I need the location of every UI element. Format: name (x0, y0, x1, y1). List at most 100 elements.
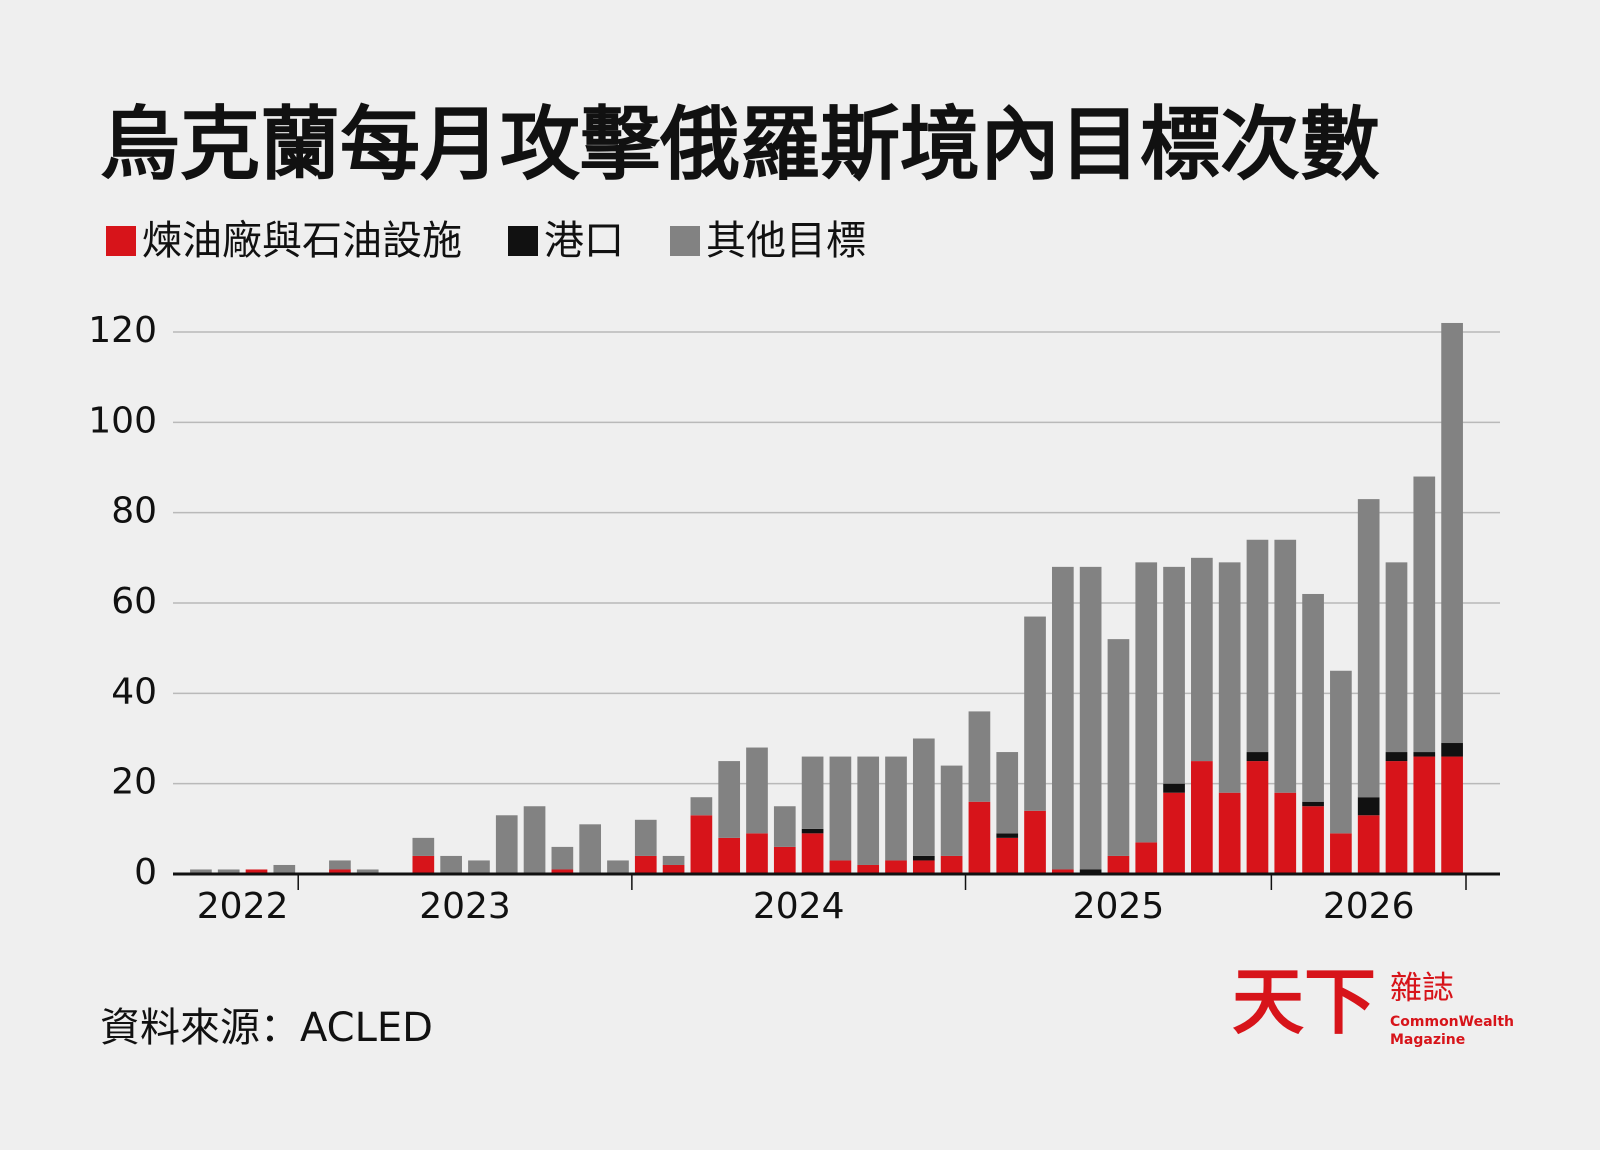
bar-segment (1163, 566, 1185, 784)
bar-segment (801, 756, 824, 829)
bar-segment (746, 747, 768, 834)
bar-segment (1024, 616, 1046, 811)
bar-segment (1218, 562, 1241, 793)
bar-segment (857, 864, 880, 874)
bar-segment (1246, 761, 1269, 874)
y-tick-label: 40 (111, 671, 157, 712)
bar-segment (217, 869, 240, 874)
bar-segment (773, 806, 796, 847)
legend: 煉油廠與石油設施 港口 其他目標 (106, 218, 866, 264)
bar-segment (1357, 815, 1380, 874)
bar-segment (1135, 842, 1158, 874)
bar-segment (1441, 756, 1463, 874)
bar-segment (1441, 743, 1463, 757)
bar-segment (662, 855, 685, 865)
bar-segment (1246, 752, 1269, 762)
bar-segment (1357, 499, 1380, 798)
bar-segment (551, 846, 574, 870)
bar-segment (912, 855, 935, 861)
bar-segment (857, 756, 880, 865)
bar-segment (412, 837, 435, 856)
bar-segment (495, 815, 518, 874)
bar-segment (1135, 562, 1158, 843)
bar-segment (912, 738, 935, 856)
bar-segment (968, 711, 991, 802)
bar-segment (440, 855, 462, 874)
bar-segment (412, 855, 435, 874)
bar-segment (996, 752, 1019, 834)
bar-segment (1302, 593, 1324, 802)
bar-segment (718, 837, 741, 874)
x-group-label: 2022 (197, 886, 289, 927)
logo-en: Magazine (1390, 1032, 1465, 1048)
bar-segment (801, 833, 824, 874)
bar-segment (1191, 557, 1213, 762)
x-group-label: 2025 (1073, 886, 1165, 927)
bar-segment (662, 864, 685, 874)
bar-segment (1246, 539, 1269, 753)
legend-label: 其他目標 (706, 218, 866, 264)
bar-segment (801, 828, 824, 834)
y-tick-label: 120 (88, 310, 157, 351)
bar-segment (1413, 756, 1436, 874)
y-tick-label: 80 (111, 491, 157, 532)
bar-segment (1385, 761, 1408, 874)
x-group-label: 2026 (1323, 886, 1415, 927)
bar-segment (1385, 752, 1408, 762)
bar-segment (1079, 869, 1102, 874)
bar-segment (356, 869, 379, 874)
bar-segment (940, 765, 963, 856)
bar-segment (1163, 792, 1185, 874)
bar-segment (273, 864, 296, 874)
bar-segment (1413, 476, 1436, 753)
logo-sub: 雜誌 (1390, 969, 1454, 1007)
bar-segment (829, 860, 852, 874)
bar-segment (1051, 566, 1074, 870)
bar-segment (1218, 792, 1241, 874)
bar-segment (885, 860, 907, 874)
bar-segment (940, 855, 963, 874)
bar-segment (996, 837, 1019, 874)
bar-segment (1330, 833, 1352, 874)
bar-segment (996, 833, 1019, 838)
bar-segment (607, 860, 629, 874)
bar-segment (1274, 539, 1297, 793)
source: 資料來源：ACLED (100, 1005, 433, 1051)
bar-segment (1330, 670, 1352, 834)
bar-segment (1357, 797, 1380, 816)
bar-segment (634, 855, 657, 874)
bar-segment (1191, 761, 1213, 874)
bar-segment (1107, 855, 1130, 874)
logo-en: CommonWealth (1390, 1014, 1514, 1030)
bar-segment (885, 756, 907, 861)
y-tick-label: 0 (134, 852, 157, 893)
bar-segment (1051, 869, 1074, 874)
bar-segment (1024, 810, 1046, 874)
bar-segment (634, 819, 657, 856)
bar-segment (1413, 752, 1436, 757)
bar-segment (968, 801, 991, 874)
bar-segment (746, 833, 768, 874)
logo-main: 天下 (1232, 959, 1376, 1044)
bar-segment (1441, 322, 1463, 744)
bar-segment (329, 860, 351, 870)
bar-segment (1079, 566, 1102, 870)
logo: 天下 雜誌 CommonWealth Magazine (1232, 959, 1514, 1048)
bar-segment (190, 869, 212, 874)
bar-segment (1163, 783, 1185, 793)
y-tick-label: 20 (111, 762, 157, 803)
bar-segment (1385, 562, 1408, 753)
legend-swatch (106, 226, 136, 256)
bar-segment (523, 806, 546, 874)
legend-swatch (508, 226, 538, 256)
legend-label: 煉油廠與石油設施 (142, 218, 462, 264)
x-group-label: 2023 (419, 886, 511, 927)
bar-segment (690, 815, 713, 874)
bar-segment (579, 824, 602, 874)
bar-segment (245, 869, 268, 874)
y-tick-label: 100 (88, 400, 157, 441)
chart-title: 烏克蘭每月攻擊俄羅斯境內目標次數 (100, 98, 1380, 191)
bar-segment (829, 756, 852, 861)
